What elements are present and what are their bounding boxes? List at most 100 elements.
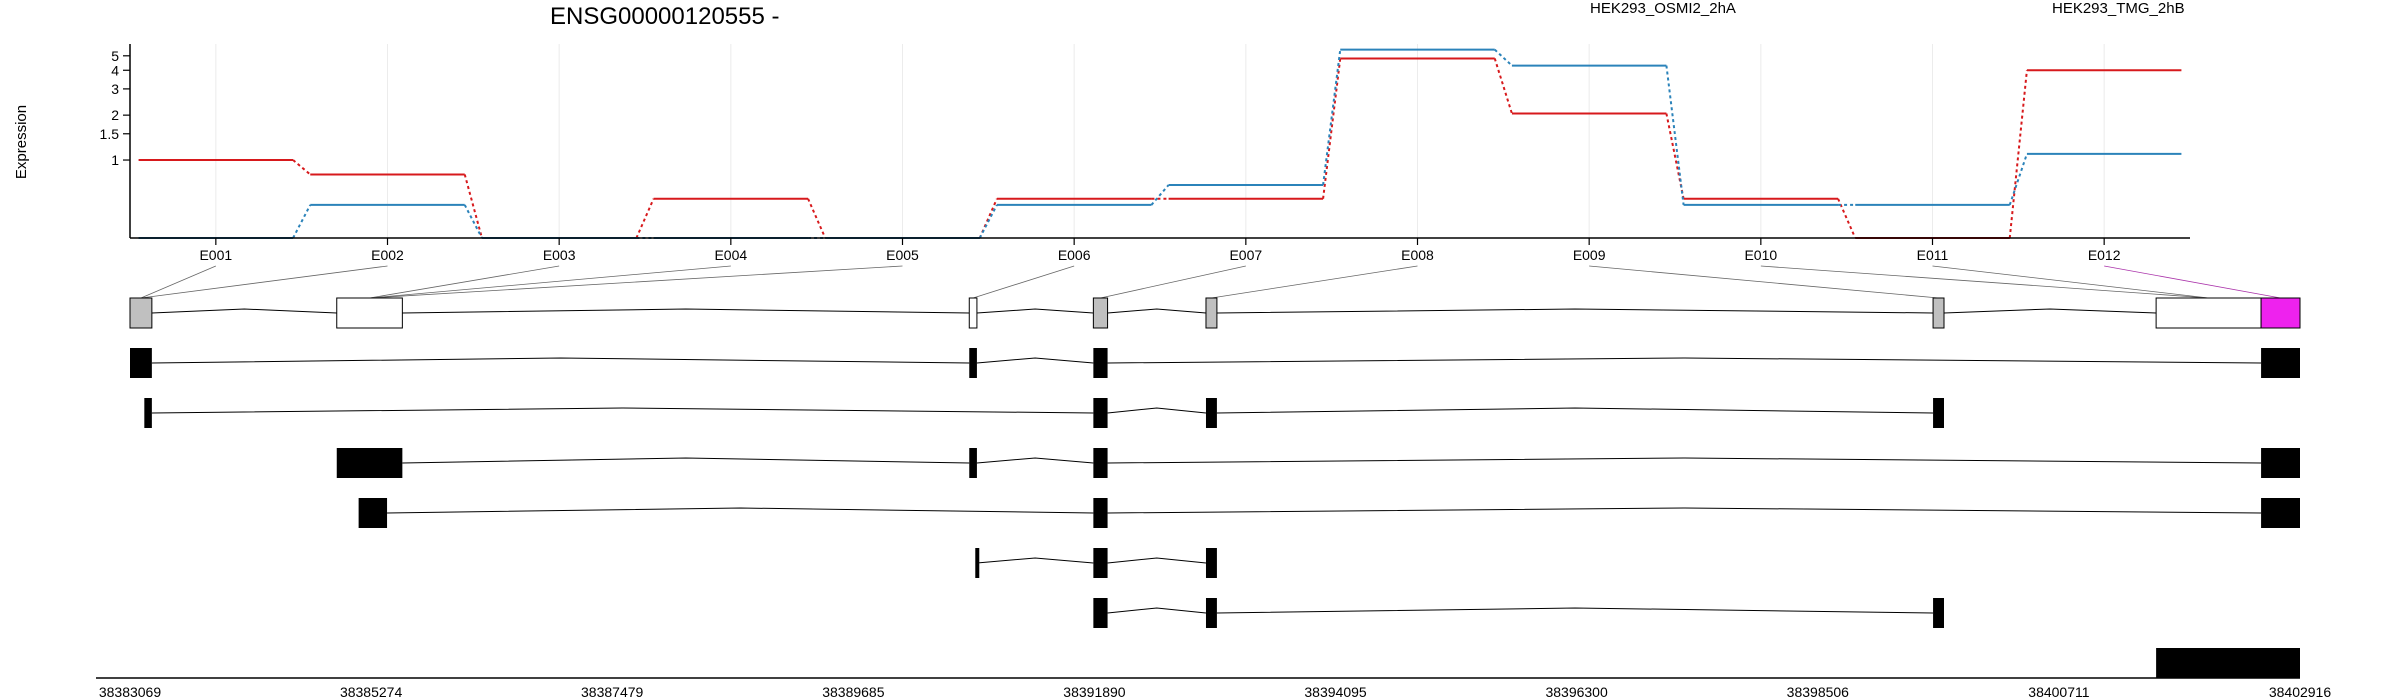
series-connector [1493,58,1513,114]
intron-line [1107,308,1207,314]
transcript-exon [1093,398,1108,428]
transcript-intron [976,457,1094,464]
coordinate-label: 38398506 [1787,684,1850,700]
transcript-intron [1107,557,1207,564]
series-connector [807,198,827,239]
transcript [144,398,1945,428]
transcript-exon [2261,448,2300,478]
y-tick-label: 2 [111,107,119,123]
transcript-exon [2261,498,2300,528]
coordinate-label: 38394095 [1304,684,1367,700]
series-connector [1665,65,1685,206]
series-connector [978,204,998,239]
exon-bin [2155,297,2262,329]
transcript-exon [1093,348,1108,378]
coordinate-label: 38389685 [822,684,885,700]
transcript-intron [1107,407,1207,414]
transcript-exon [358,498,388,528]
transcript-exon [1933,398,1945,428]
transcript-intron [151,357,970,364]
series-hek293-osmi2-2ha [138,57,2182,239]
intron-line [402,308,970,314]
axes [129,44,2190,239]
transcript-intron [1107,507,2262,514]
bin-connector [140,265,388,299]
transcript-intron [1107,357,2262,364]
transcripts [130,348,2300,678]
grid [215,44,2105,238]
transcript-intron [402,457,970,464]
legend-entry-osmi2: HEK293_OSMI2_2hA [1590,0,1736,17]
y-ticks: 1 1.5 2 3 45 [100,48,130,168]
intron-line [976,308,1094,314]
series-hek293-tmg-2hb [138,48,2182,239]
exon-bin [1932,297,1945,329]
coordinate-label: 38396300 [1545,684,1608,700]
y-tick-label: 4 [111,62,119,78]
bin-connector [2104,265,2281,299]
series-connector [1322,49,1342,186]
bin-connector [1932,265,2209,299]
bin-connector [972,265,1075,299]
series-lines [138,48,2182,239]
series-connector [1322,58,1342,199]
bin-connector [369,265,903,299]
coordinate-label: 38391890 [1063,684,1126,700]
exon-bin [1205,297,1218,329]
transcript-intron [387,507,1094,514]
transcript-exon [1205,548,1217,578]
y-axis-label: Expression [13,105,30,179]
transcript [358,498,2300,528]
transcript [130,348,2300,378]
transcript-exon [1093,548,1108,578]
transcript-exon [1205,398,1217,428]
exon-bin [2260,297,2301,329]
transcript-intron [1216,407,1934,414]
y-tick-label: 1.5 [100,126,120,142]
series-connector [463,204,483,239]
x-tick-label: E005 [886,247,919,263]
coordinate-label: 38383069 [99,684,162,700]
series-connector [292,159,311,176]
chart-title: ENSG00000120555 - [550,3,780,30]
transcript-intron [1107,607,1207,614]
series-connector [1150,184,1170,206]
transcript-exon [1093,448,1108,478]
transcript-exon [2156,648,2300,678]
series-connector [1665,113,1685,199]
transcript-exon [144,398,152,428]
transcript-exon [130,348,152,378]
exon-bin [1092,297,1109,329]
x-tick-label: E004 [714,247,747,263]
transcript-exon [2261,348,2300,378]
transcript [336,448,2300,478]
coordinate-label: 38400711 [2028,684,2089,700]
coordinate-label: 38385274 [340,684,403,700]
transcript-intron [1107,457,2262,464]
x-tick-label: E008 [1401,247,1434,263]
transcript-intron [976,557,1094,564]
series-connector [2008,153,2028,206]
transcript [2156,648,2300,678]
y-tick-label: 1 [111,152,119,168]
x-tick-label: E009 [1573,247,1606,263]
genomic-coordinate-axis: 38383069 38385274 38387479 38389685 38391890… [96,677,2331,700]
x-ticks: E001 E002 E003 E004 E005 E006 E007 E008 E009 E010… [199,238,2121,263]
legend-entry-tmg: HEK293_TMG_2hB [2052,0,2185,17]
exon-bin [129,297,153,329]
bin-connectors [140,265,2281,299]
bin-connector [1760,265,2209,299]
bin-connector [369,265,731,299]
intron-line [1943,308,2157,314]
exon-bin [968,297,978,329]
intron-line [151,308,337,314]
bin-connector [1100,265,1246,299]
transcript-exon [1933,598,1945,628]
x-tick-label: E011 [1917,247,1949,263]
bin-connector [1589,265,1939,299]
transcript-intron [151,407,1094,414]
intron-line [1216,308,1934,314]
transcript-exon [1093,598,1108,628]
